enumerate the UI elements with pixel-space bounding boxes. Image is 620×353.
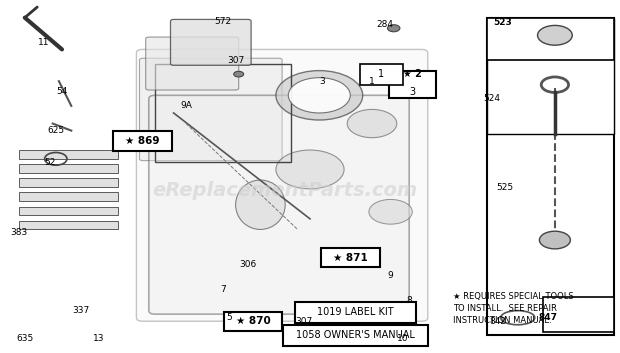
Bar (19, 164, 118, 173)
Bar (113, 131, 172, 151)
Text: 337: 337 (72, 306, 89, 315)
Circle shape (388, 25, 400, 32)
Circle shape (288, 78, 350, 113)
Text: 3: 3 (409, 87, 415, 97)
Text: 1: 1 (378, 69, 384, 79)
Text: 10: 10 (397, 334, 409, 343)
Bar (19, 192, 118, 201)
Bar (487, 18, 614, 335)
Bar (295, 302, 416, 323)
Bar (321, 248, 379, 268)
Text: 524: 524 (484, 94, 500, 103)
Text: eReplacementParts.com: eReplacementParts.com (153, 181, 418, 200)
Ellipse shape (236, 180, 285, 229)
Bar (542, 297, 614, 332)
Bar (360, 64, 403, 85)
Text: ★ 869: ★ 869 (125, 136, 160, 146)
Text: 5: 5 (226, 313, 232, 322)
Bar (19, 207, 118, 215)
Text: 3: 3 (319, 77, 326, 86)
Circle shape (234, 71, 244, 77)
Bar (155, 64, 291, 162)
Circle shape (276, 150, 344, 189)
Bar (283, 325, 428, 346)
Text: 8: 8 (406, 295, 412, 305)
Text: 1058 OWNER'S MANUAL: 1058 OWNER'S MANUAL (296, 330, 415, 340)
FancyBboxPatch shape (149, 95, 409, 314)
Text: 306: 306 (239, 260, 257, 269)
Text: 52: 52 (44, 158, 55, 167)
Bar (389, 71, 435, 98)
Text: 307: 307 (227, 55, 244, 65)
Text: 635: 635 (16, 334, 33, 343)
Text: 54: 54 (56, 87, 68, 96)
Text: ★ 870: ★ 870 (236, 316, 270, 326)
Text: 11: 11 (38, 38, 49, 47)
Circle shape (539, 231, 570, 249)
Bar (223, 311, 283, 331)
FancyBboxPatch shape (170, 19, 251, 65)
Bar (487, 18, 614, 134)
Circle shape (276, 71, 363, 120)
Text: 13: 13 (94, 334, 105, 343)
Text: 284: 284 (376, 20, 393, 29)
Bar (487, 18, 614, 60)
Text: 572: 572 (215, 17, 232, 26)
Text: 525: 525 (496, 183, 513, 192)
Text: 9A: 9A (180, 101, 192, 110)
Text: ★ 871: ★ 871 (333, 253, 368, 263)
Text: 842: 842 (490, 317, 507, 326)
FancyBboxPatch shape (140, 58, 282, 161)
Text: 9: 9 (388, 271, 394, 280)
Bar (19, 221, 118, 229)
FancyBboxPatch shape (136, 49, 428, 321)
Text: 523: 523 (493, 18, 512, 28)
Circle shape (347, 109, 397, 138)
FancyBboxPatch shape (146, 37, 239, 90)
Text: ★ 2: ★ 2 (403, 69, 422, 79)
Circle shape (538, 25, 572, 45)
Circle shape (369, 199, 412, 224)
Text: ★ REQUIRES SPECIAL TOOLS
TO INSTALL.  SEE REPAIR
INSTRUCTION MANUAL.: ★ REQUIRES SPECIAL TOOLS TO INSTALL. SEE… (453, 292, 574, 325)
Bar (19, 178, 118, 187)
Text: 7: 7 (220, 285, 226, 294)
Text: 847: 847 (539, 313, 557, 322)
Text: 1: 1 (369, 77, 375, 86)
Bar (19, 150, 118, 159)
Text: 1019 LABEL KIT: 1019 LABEL KIT (317, 307, 394, 317)
Text: 625: 625 (47, 126, 64, 135)
Text: 307: 307 (295, 317, 312, 326)
Text: 383: 383 (10, 228, 27, 238)
